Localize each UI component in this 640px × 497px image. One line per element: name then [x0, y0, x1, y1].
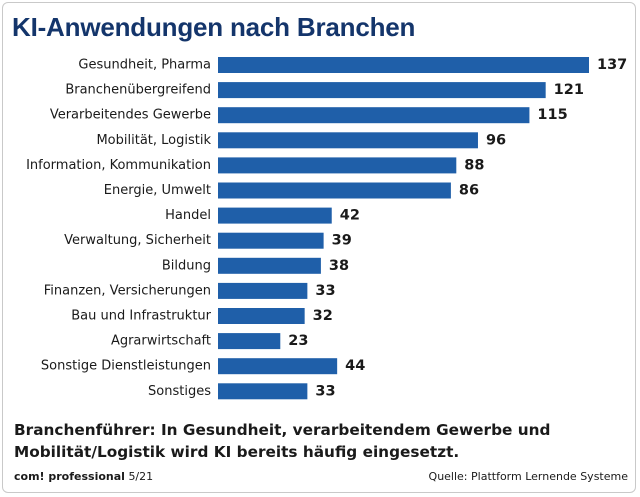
bar-chart: Gesundheit, Pharma 137 Branchenübergreifen… [26, 57, 627, 400]
value-label: 44 [345, 358, 365, 374]
category-label: Sonstige Dienstleistungen [41, 359, 211, 374]
category-label: Sonstiges [148, 384, 211, 399]
category-label: Branchenübergreifend [65, 83, 211, 98]
bar [218, 282, 308, 299]
bar [218, 132, 478, 149]
category-label: Finanzen, Versicherungen [44, 283, 211, 298]
value-label: 33 [315, 283, 335, 299]
category-label: Energie, Umwelt [104, 183, 211, 198]
category-label: Bau und Infrastruktur [71, 309, 211, 324]
value-label: 42 [340, 208, 360, 224]
bar [218, 57, 589, 73]
category-label: Gesundheit, Pharma [78, 58, 211, 73]
bar [218, 157, 457, 174]
category-label: Information, Kommunikation [26, 158, 211, 173]
bar [218, 232, 324, 249]
category-label: Handel [165, 208, 211, 223]
bar [218, 207, 332, 224]
category-label: Verwaltung, Sicherheit [64, 233, 211, 248]
bar [218, 333, 281, 350]
value-label: 96 [486, 132, 506, 148]
category-label: Verarbeitendes Gewerbe [50, 108, 211, 123]
bar [218, 358, 338, 375]
bar [218, 308, 305, 324]
value-label: 137 [597, 57, 627, 73]
source-note: Quelle: Plattform Lernende Systeme [428, 470, 628, 483]
category-label: Bildung [162, 258, 211, 273]
category-label: Agrarwirtschaft [111, 334, 211, 349]
bar [218, 257, 321, 274]
bar [218, 107, 530, 124]
publication-footer: com! professional 5/21 [14, 470, 153, 483]
value-label: 121 [554, 82, 584, 98]
bar [218, 82, 546, 99]
value-label: 86 [459, 183, 479, 199]
bar [218, 182, 451, 199]
value-label: 32 [313, 308, 333, 324]
value-label: 33 [315, 383, 335, 399]
publication-name: com! professional [14, 470, 125, 483]
value-label: 115 [537, 107, 567, 123]
value-label: 23 [288, 333, 308, 349]
value-label: 39 [332, 233, 352, 249]
publication-issue: 5/21 [128, 470, 154, 483]
value-label: 38 [329, 258, 349, 274]
bar [218, 383, 308, 400]
chart-title: KI-Anwendungen nach Branchen [12, 12, 416, 42]
chart-caption: Branchenführer: In Gesundheit, verarbeit… [14, 421, 551, 461]
category-label: Mobilität, Logistik [96, 133, 211, 148]
value-label: 88 [464, 157, 484, 173]
